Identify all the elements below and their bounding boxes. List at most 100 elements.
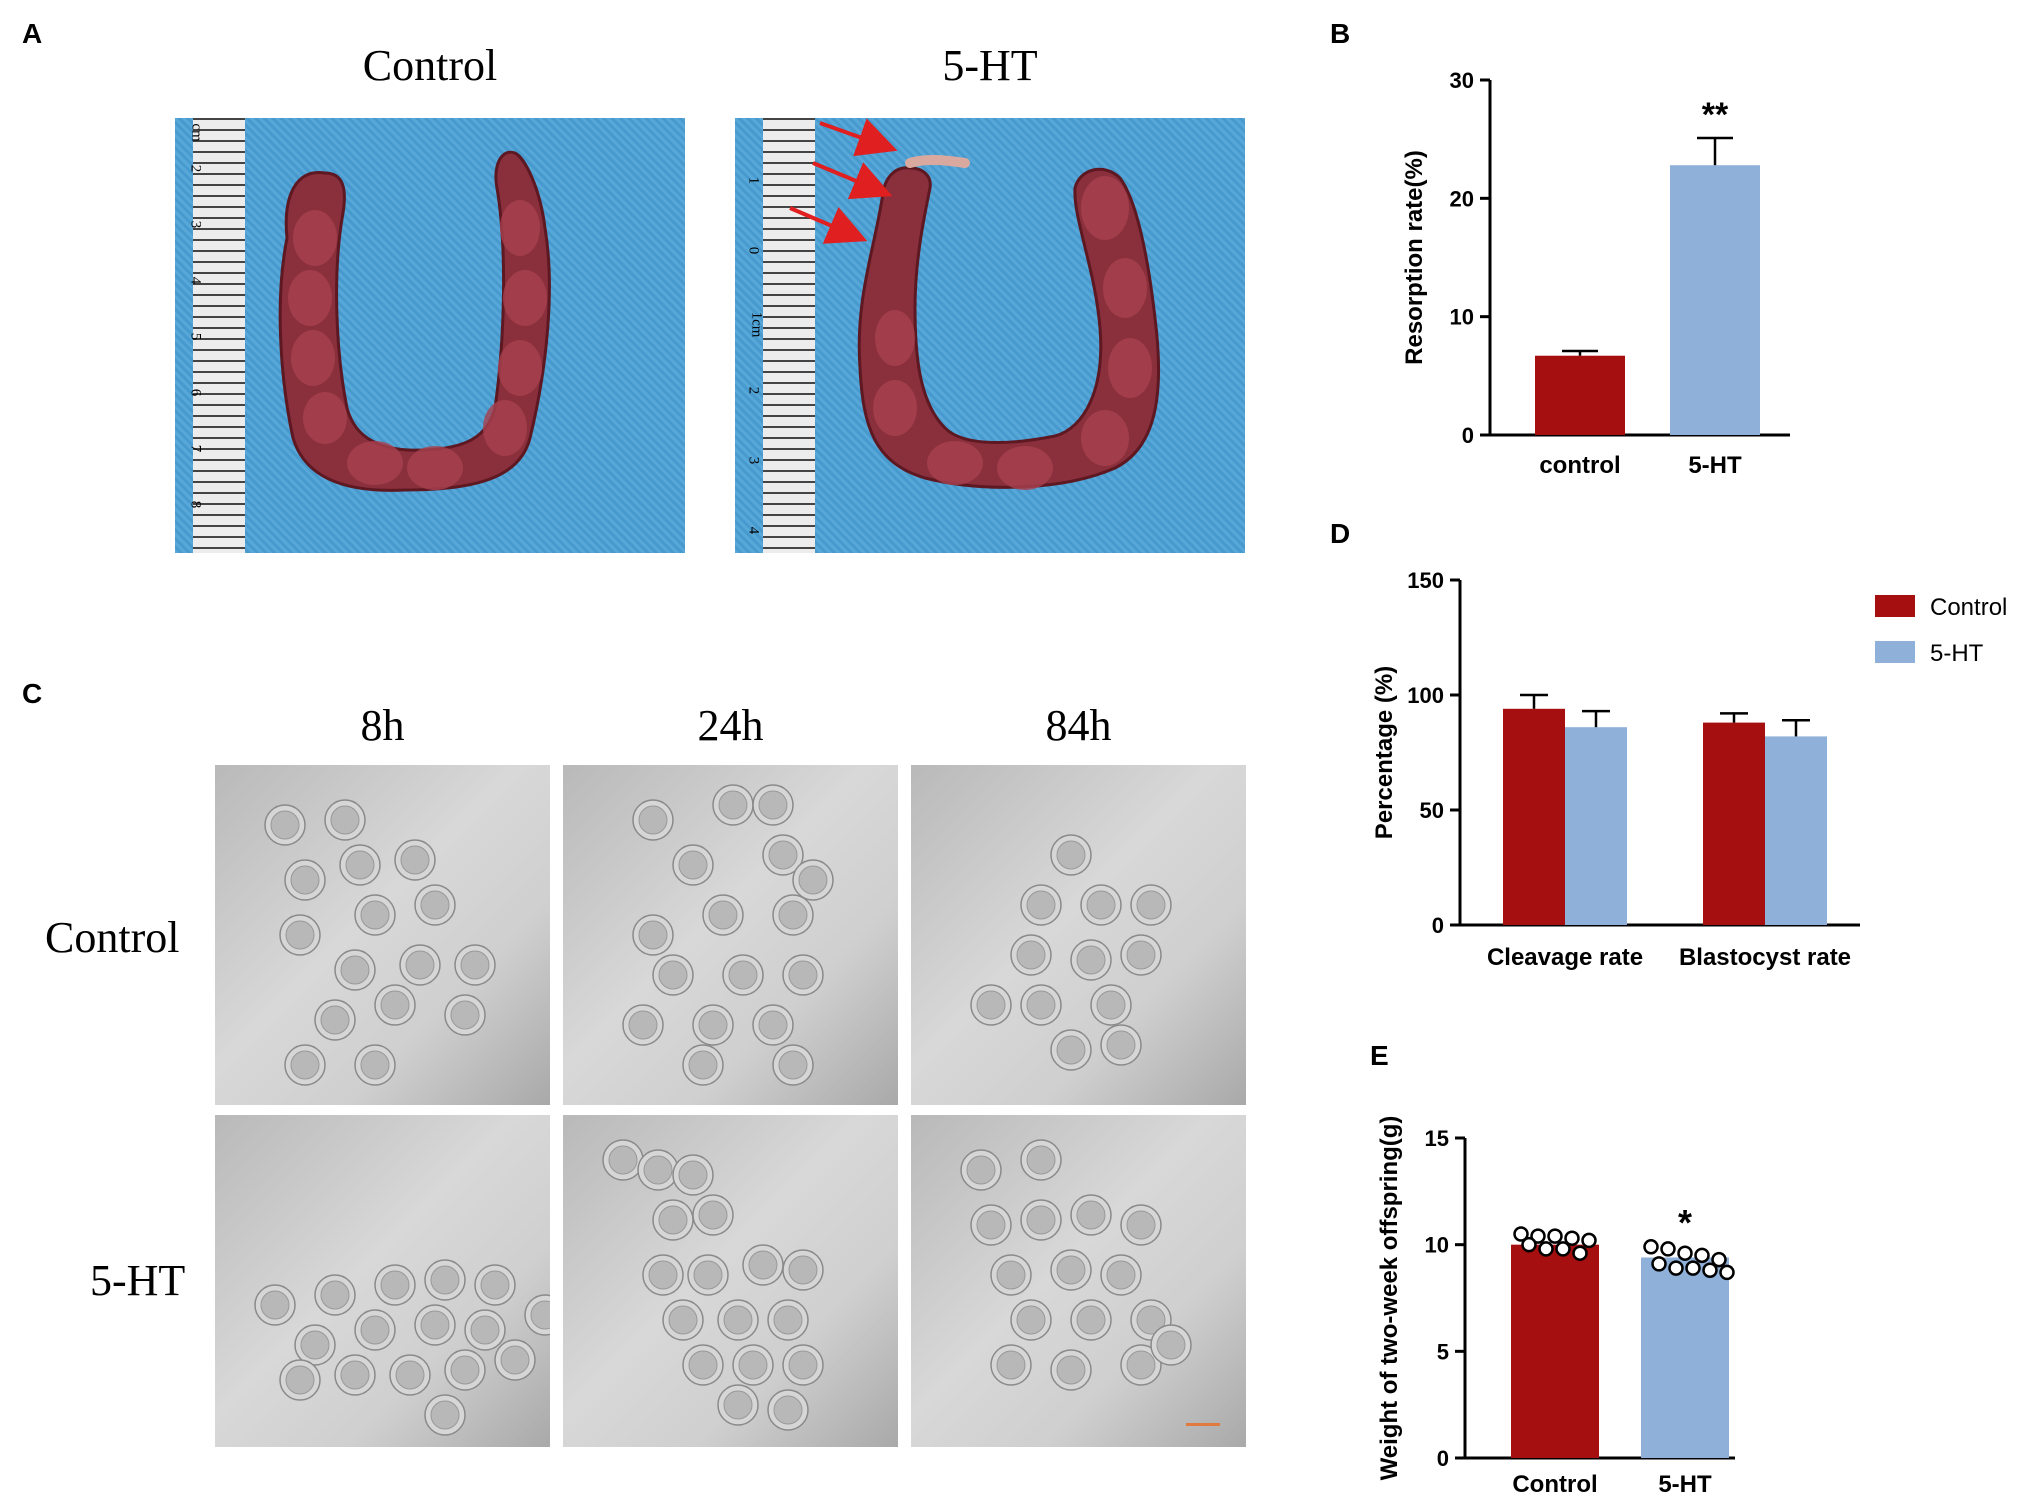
y-tick-label: 15 [1425,1126,1449,1151]
data-point [1513,1226,1529,1242]
y-tick-label: 50 [1420,798,1444,823]
embryo [284,1044,326,1086]
chart-b-resorption-rate: 0 10 20 30 Resorption rate(%) control 5-HT ** [1401,68,1790,479]
uterus-shape-5ht [857,155,1161,490]
embryo [702,894,744,936]
embryo [314,999,356,1041]
bar [1535,355,1625,435]
embryo [672,1154,714,1196]
chart-e-offspring-weight: 0 5 10 15 Weight of two-week offspring(g) Con… [1376,1116,1735,1498]
embryo [732,1344,774,1386]
data-point [1564,1230,1580,1247]
y-tick-label: 30 [1450,68,1474,93]
embryo [1020,1139,1062,1181]
panel-a-title-control: Control [362,41,498,90]
data-point [1651,1256,1667,1272]
embryo [752,1004,794,1046]
embryo [652,1199,694,1241]
data-point [1660,1241,1676,1257]
embryo [782,1344,824,1386]
embryo [960,1149,1002,1191]
embryo [602,1139,644,1181]
embryo [1100,1024,1142,1066]
panel-label-c: C [22,678,43,709]
embryo [524,1294,550,1336]
embryo [652,954,694,996]
y-tick-label: 0 [1432,913,1444,938]
y-axis-label: Weight of two-week offspring(g) [1376,1116,1403,1481]
embryo [687,1254,729,1296]
embryo [772,894,814,936]
embryo [662,1299,704,1341]
panel-label-a: A [22,18,43,49]
chart-d-percentage: 0 50 100 150 Percentage (%) Cleavage rate Blas… [1371,568,2007,971]
embryo [717,1384,759,1426]
embryo-photo-5ht-24h [563,1115,898,1447]
uterus-photo-control: cm 2 3 4 5 6 7 8 [175,118,685,553]
embryo [334,949,376,991]
x-tick-label: control [1539,452,1620,479]
data-point [1555,1241,1571,1257]
embryo-cells [254,1259,550,1436]
embryo [444,1349,486,1391]
data-point [1702,1262,1718,1279]
embryo [692,1004,734,1046]
y-tick-label: 150 [1407,568,1444,593]
x-tick-label: Cleavage rate [1487,944,1643,971]
embryo [1050,1029,1092,1071]
embryo [1100,1254,1142,1296]
bar [1565,727,1627,925]
bar [1765,736,1827,925]
embryo [970,984,1012,1026]
panel-a-title-5ht: 5-HT [942,41,1038,90]
embryo [637,1149,679,1191]
bar [1511,1244,1599,1458]
y-tick-label: 10 [1425,1233,1449,1258]
y-axis-label: Resorption rate(%) [1401,150,1428,365]
embryo [254,1284,296,1326]
significance-mark: ** [1702,96,1729,134]
embryo [464,1309,506,1351]
y-tick-label: 10 [1450,305,1474,330]
embryo [1050,1349,1092,1391]
embryo [772,1044,814,1086]
legend-label: 5-HT [1930,640,1984,667]
x-tick-label: Control [1512,1471,1597,1498]
embryo [1070,1299,1112,1341]
legend-swatch [1875,641,1915,663]
red-arrows [789,118,898,244]
embryo [692,1194,734,1236]
uterus-shape-control [278,150,551,492]
embryo [722,954,764,996]
data-point [1521,1236,1537,1253]
embryo [394,839,436,881]
x-tick-label: Blastocyst rate [1679,944,1851,971]
legend-label: Control [1930,594,2007,621]
embryo [622,1004,664,1046]
embryo-cells [622,784,834,1086]
embryo [767,1389,809,1431]
arrow-icon [812,161,893,200]
embryo-cells [264,799,496,1086]
panel-c-row-5ht: 5-HT [90,1256,186,1305]
embryo [314,1274,356,1316]
embryo [324,799,366,841]
data-point [1581,1232,1597,1249]
embryo [1070,1194,1112,1236]
embryo [264,804,306,846]
embryo-cells [970,834,1172,1071]
arrow-icon [789,206,868,244]
y-tick-label: 0 [1462,423,1474,448]
embryo [752,784,794,826]
scale-bar [1186,1423,1220,1426]
embryo [742,1244,784,1286]
embryo [1010,934,1052,976]
embryo [354,1309,396,1351]
data-point [1685,1260,1701,1276]
embryo [424,1259,466,1301]
bar [1503,708,1565,925]
embryo [712,784,754,826]
embryo [782,954,824,996]
embryo [672,844,714,886]
y-tick-label: 0 [1437,1446,1449,1471]
